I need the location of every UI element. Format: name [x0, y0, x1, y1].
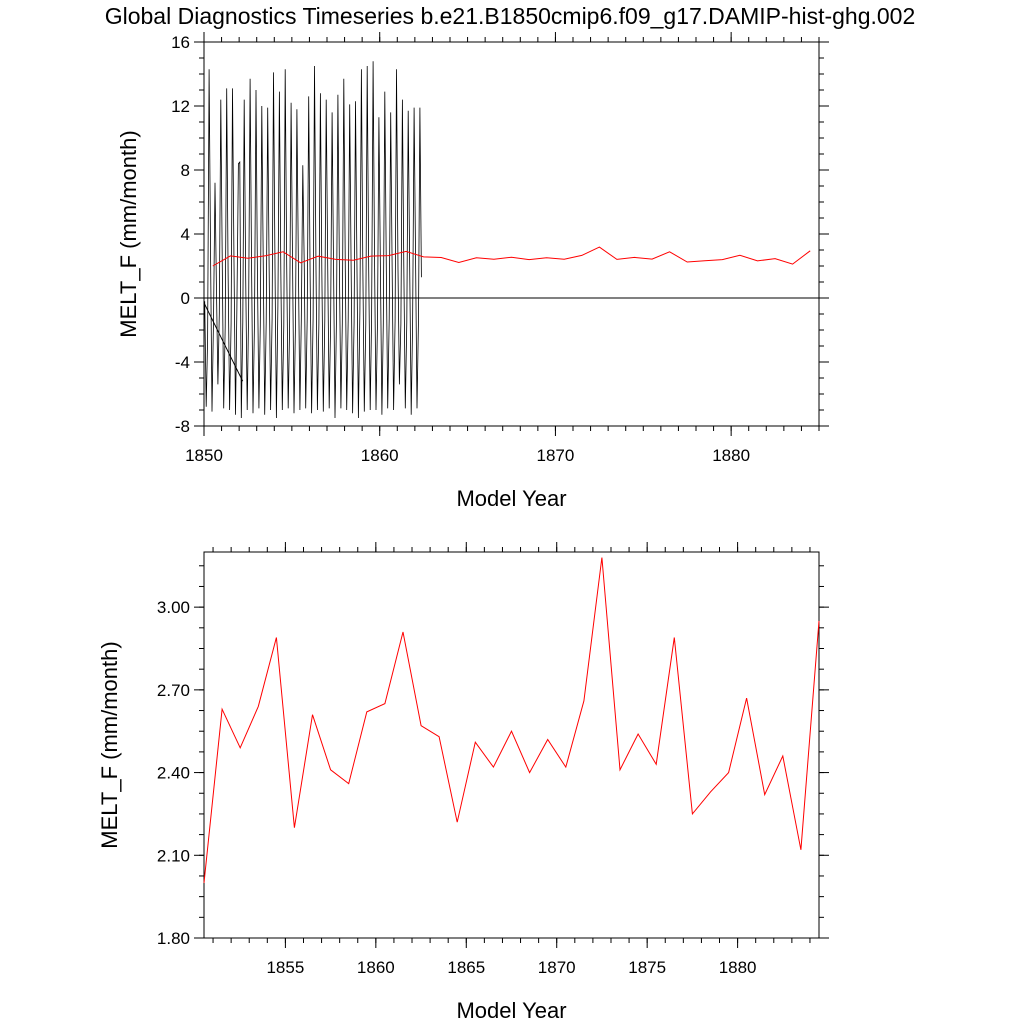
y-tick-label: 4 — [181, 225, 190, 244]
x-tick-label: 1880 — [712, 446, 750, 465]
annual-mean-line — [212, 246, 811, 267]
y-tick-label: 3.00 — [157, 598, 190, 617]
top-chart-panel: 1850 1860 1870 1880 -8 -4 0 4 8 12 16 Model Year MEL… — [116, 32, 829, 511]
x-tick-label: 1855 — [266, 958, 304, 977]
y-axis-title: MELT_F (mm/month) — [97, 641, 122, 848]
trend-segment-line — [203, 302, 244, 382]
bottom-chart-panel: 1855 1860 1865 1870 1875 1880 1.80 2.10 2.40 2.70… — [97, 542, 829, 1023]
y-tick-label: 1.80 — [157, 929, 190, 948]
y-tick-label: -4 — [175, 353, 190, 372]
x-tick-label: 1880 — [719, 958, 757, 977]
y-tick-label: 8 — [181, 161, 190, 180]
annual-mean-line — [203, 557, 820, 883]
monthly-series-line — [204, 61, 422, 419]
x-tick-label: 1875 — [628, 958, 666, 977]
x-tick-label: 1860 — [357, 958, 395, 977]
y-tick-label: -8 — [175, 417, 190, 436]
x-axis-title: Model Year — [456, 486, 566, 511]
y-tick-label: 2.10 — [157, 846, 190, 865]
y-tick-label: 12 — [171, 97, 190, 116]
x-tick-label: 1850 — [185, 446, 223, 465]
x-tick-label: 1865 — [447, 958, 485, 977]
y-tick-label: 2.70 — [157, 681, 190, 700]
x-axis-title: Model Year — [456, 998, 566, 1023]
y-axis-title: MELT_F (mm/month) — [116, 130, 141, 337]
y-tick-label: 0 — [181, 289, 190, 308]
y-tick-label: 16 — [171, 33, 190, 52]
x-tick-label: 1860 — [361, 446, 399, 465]
y-tick-label: 2.40 — [157, 764, 190, 783]
figure-title: Global Diagnostics Timeseries b.e21.B185… — [105, 3, 916, 29]
x-tick-label: 1870 — [537, 446, 575, 465]
x-tick-label: 1870 — [538, 958, 576, 977]
plot-frame — [203, 551, 820, 939]
